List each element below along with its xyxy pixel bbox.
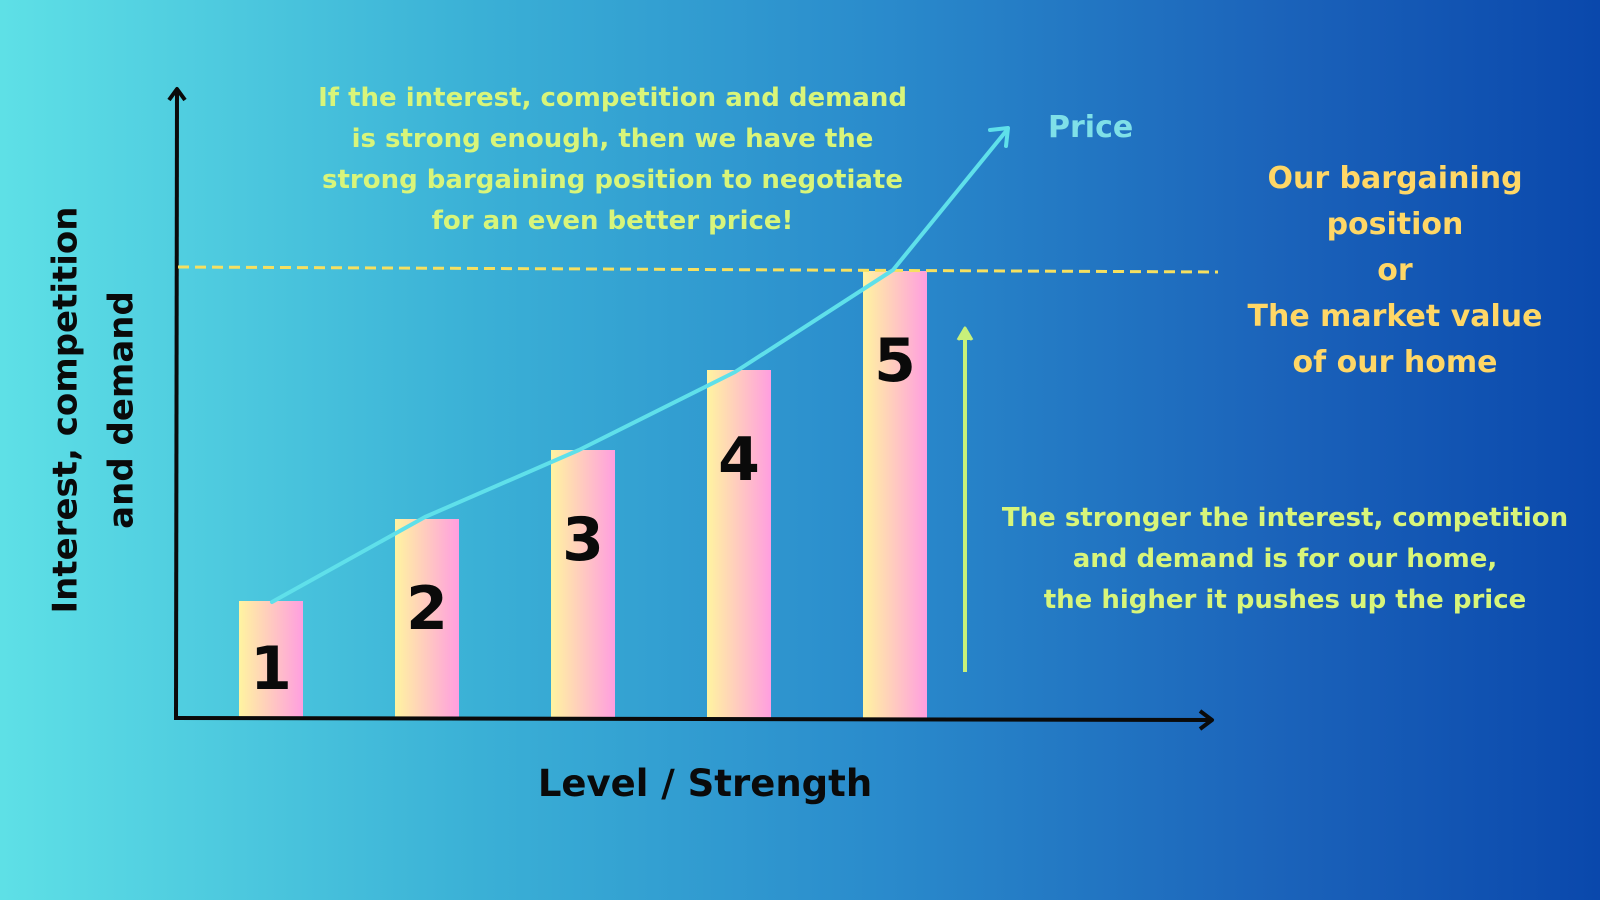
y-axis [174, 89, 179, 721]
annotation-top-line: strong bargaining position to negotiate [322, 165, 903, 195]
annotation-bottom: The stronger the interest, competition a… [990, 498, 1580, 621]
annotation-right-line: The market value [1247, 299, 1543, 334]
bar-5 [863, 271, 927, 718]
y-axis-label: Interest, competition and demand [45, 205, 141, 615]
annotation-top-line: for an even better price! [431, 206, 794, 236]
bar-label-1: 1 [250, 634, 292, 704]
x-axis-label: Level / Strength [537, 762, 873, 805]
bar-label-3: 3 [562, 505, 604, 575]
bar-1 [239, 601, 303, 718]
bar-label-4: 4 [718, 425, 760, 495]
annotation-bottom-line: The stronger the interest, competition [1001, 503, 1569, 533]
annotation-top-line: If the interest, competition and demand [318, 83, 907, 113]
annotation-right-line: position [1326, 207, 1464, 242]
bar-label-5: 5 [874, 326, 916, 396]
market-value-dashed-line [177, 265, 1219, 274]
bar-3 [551, 450, 615, 718]
price-line-arrowhead [988, 126, 1010, 148]
annotation-right-line: of our home [1292, 345, 1498, 380]
annotation-right-line: Our bargaining [1267, 161, 1523, 196]
y-axis-label-line: and demand [101, 291, 141, 529]
bar-2 [395, 519, 459, 718]
x-axis [175, 716, 1211, 722]
annotation-right: Our bargaining position or The market va… [1235, 156, 1555, 386]
price-line-label: Price [1048, 110, 1134, 145]
price-line [270, 128, 1009, 604]
bar-4 [707, 370, 771, 718]
annotation-top: If the interest, competition and demand … [300, 78, 925, 242]
annotation-top-line: is strong enough, then we have the [351, 124, 874, 154]
bar-label-2: 2 [406, 574, 448, 644]
annotation-bottom-line: and demand is for our home, [1072, 544, 1498, 574]
annotation-bottom-line: the higher it pushes up the price [1043, 585, 1527, 615]
y-axis-arrowhead [167, 87, 187, 102]
up-arrow-head [956, 326, 974, 341]
x-axis-arrowhead [1198, 709, 1214, 731]
annotation-right-line: or [1377, 253, 1413, 288]
y-axis-label-line: Interest, competition [45, 206, 85, 614]
